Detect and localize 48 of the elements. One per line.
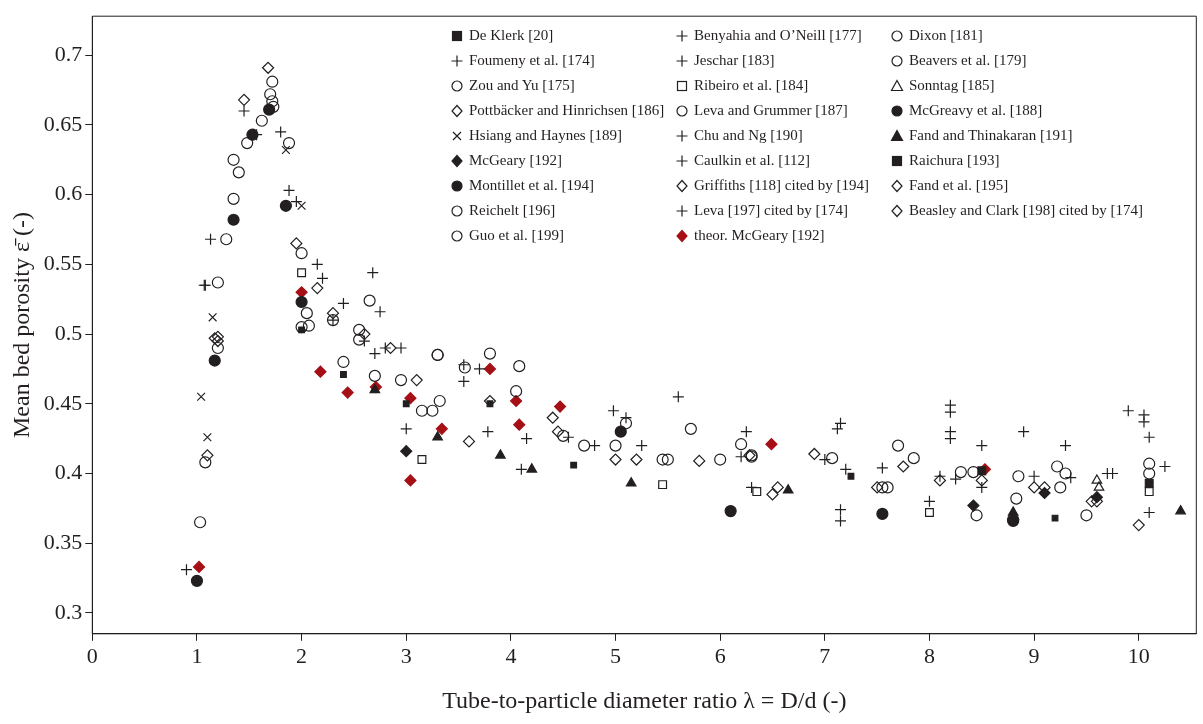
x-tick-label: 8 <box>923 642 935 668</box>
legend-label: Beasley and Clark [198] cited by [174] <box>909 202 1144 219</box>
y-axis-title: Mean bed porosity ε̄ (-) <box>7 211 34 439</box>
legend-label: McGeary [192] <box>469 152 562 169</box>
legend-label: Fand et al. [195] <box>909 177 1009 194</box>
legend-label: Foumeny et al. [174] <box>469 52 595 69</box>
y-tick-label: 0.55 <box>43 250 83 276</box>
x-tick-label: 4 <box>505 642 517 668</box>
legend-label: Chu and Ng [190] <box>694 127 803 144</box>
legend-label: Leva and Grummer [187] <box>694 102 848 119</box>
legend-label: Benyahia and O’Neill [177] <box>694 27 862 44</box>
legend-label: Ribeiro et al. [184] <box>694 77 809 94</box>
y-tick-label: 0.4 <box>54 459 83 485</box>
legend-label: Dixon [181] <box>909 27 983 44</box>
legend-label: Sonntag [185] <box>909 77 995 94</box>
legend-label: Beavers et al. [179] <box>909 52 1027 69</box>
legend-label: Fand and Thinakaran [191] <box>909 127 1073 144</box>
y-tick-label: 0.45 <box>43 389 83 415</box>
legend-label: Raichura [193] <box>909 152 1000 169</box>
x-tick-label: 9 <box>1028 642 1040 668</box>
x-tick-label: 10 <box>1127 642 1150 668</box>
x-tick-label: 6 <box>714 642 726 668</box>
legend-label: Jeschar [183] <box>694 52 775 69</box>
legend-label: Leva [197] cited by [174] <box>694 202 849 219</box>
x-tick-label: 3 <box>400 642 412 668</box>
x-tick-label: 5 <box>610 642 622 668</box>
legend-label: Griffiths [118] cited by [194] <box>694 177 869 194</box>
legend-label: Zou and Yu [175] <box>469 77 575 94</box>
legend-label: Reichelt [196] <box>469 202 556 219</box>
x-tick-label: 2 <box>296 642 308 668</box>
legend-label: Caulkin et al. [112] <box>694 152 811 169</box>
legend-label: McGreavy et al. [188] <box>909 102 1043 119</box>
x-tick-label: 0 <box>86 642 98 668</box>
x-axis-title: Tube-to-particle diameter ratio λ = D/d (-) <box>442 686 847 713</box>
legend-label: Pottbäcker and Hinrichsen [186] <box>469 102 665 119</box>
legend-label: De Klerk [20] <box>469 27 554 44</box>
legend-label: Hsiang and Haynes [189] <box>469 127 622 144</box>
y-tick-label: 0.65 <box>43 110 83 136</box>
x-tick-label: 1 <box>191 642 203 668</box>
y-tick-label: 0.5 <box>54 319 83 345</box>
y-tick-label: 0.35 <box>43 528 83 554</box>
y-tick-label: 0.7 <box>54 41 83 67</box>
y-tick-label: 0.3 <box>54 598 83 624</box>
legend-label: theor. McGeary [192] <box>694 227 825 244</box>
legend-label: Guo et al. [199] <box>469 227 564 244</box>
legend-label: Montillet et al. [194] <box>469 177 594 194</box>
y-tick-label: 0.6 <box>54 180 83 206</box>
x-tick-label: 7 <box>819 642 831 668</box>
